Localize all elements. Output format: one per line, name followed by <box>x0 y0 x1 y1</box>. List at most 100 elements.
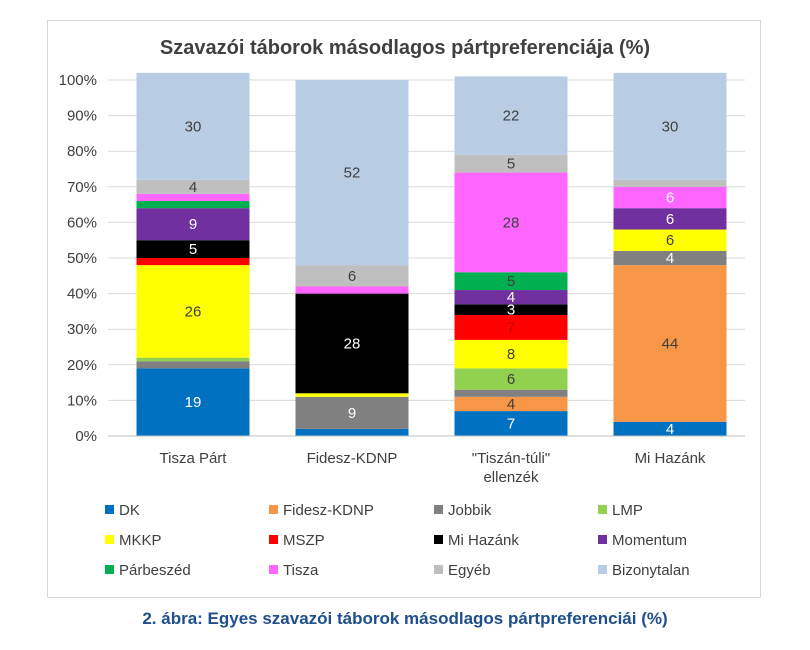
bar-segment <box>454 396 568 412</box>
data-label: 9 <box>189 216 197 233</box>
x-tick-label: Tisza Párt <box>160 450 228 467</box>
bar-segment <box>136 208 250 241</box>
bar-segment <box>136 265 250 358</box>
bar-segment <box>613 229 727 251</box>
bar-segment <box>136 258 250 266</box>
legend-swatch <box>434 565 443 574</box>
bar-segment <box>295 396 409 429</box>
bar-segment <box>454 76 568 155</box>
bar-segment <box>295 293 409 394</box>
legend-swatch <box>434 535 443 544</box>
bar-segment <box>454 411 568 436</box>
legend-swatch <box>598 535 607 544</box>
legend-item: DK <box>105 502 140 519</box>
y-tick-label: 30% <box>67 321 97 338</box>
bar-segment <box>136 357 250 362</box>
bar-segment <box>454 314 568 340</box>
x-tick-label: Fidesz-KDNP <box>307 450 398 467</box>
x-tick-label: "Tiszán-túli" ellenzék <box>472 450 550 486</box>
bar-segment <box>295 393 409 397</box>
bar-segment <box>454 272 568 291</box>
legend-label: Momentum <box>612 532 687 549</box>
legend-item: MSZP <box>269 532 325 549</box>
legend-label: Mi Hazánk <box>448 532 519 549</box>
bar-segment <box>613 72 727 180</box>
legend-label: Tisza <box>283 562 319 579</box>
data-label: 5 <box>189 241 197 258</box>
bar-segment <box>613 421 727 436</box>
bars <box>136 72 727 436</box>
legend-swatch <box>105 505 114 514</box>
legend-item: Tisza <box>269 562 319 579</box>
bar-segment <box>613 186 727 209</box>
bar-segment <box>454 339 568 369</box>
data-label: 5 <box>507 156 515 173</box>
bar-segment <box>295 428 409 436</box>
data-label: 8 <box>507 346 515 363</box>
legend-swatch <box>434 505 443 514</box>
legend-label: Egyéb <box>448 562 491 579</box>
bar-segment <box>136 368 250 436</box>
y-tick-label: 90% <box>67 108 97 125</box>
legend-swatch <box>269 505 278 514</box>
legend-swatch <box>269 565 278 574</box>
bar-segment <box>454 154 568 173</box>
data-label: 26 <box>185 303 202 320</box>
bar-segment <box>136 193 250 202</box>
legend-swatch <box>598 505 607 514</box>
legend-item: Momentum <box>598 532 687 549</box>
bar-segment <box>454 172 568 273</box>
legend-label: LMP <box>612 502 643 519</box>
data-label: 6 <box>348 268 356 285</box>
legend-item: Párbeszéd <box>105 562 191 579</box>
legend-item: LMP <box>598 502 643 519</box>
bar-segment <box>295 265 409 287</box>
data-label: 28 <box>344 335 361 352</box>
data-label: 4 <box>666 250 674 267</box>
data-label: 6 <box>666 211 674 228</box>
legend-swatch <box>269 535 278 544</box>
legend-item: Mi Hazánk <box>434 532 519 549</box>
data-label: 6 <box>666 232 674 249</box>
legend-item: MKKP <box>105 532 162 549</box>
x-tick-label: Mi Hazánk <box>635 450 706 467</box>
data-label: 52 <box>344 165 361 182</box>
legend-swatch <box>105 535 114 544</box>
legend: DK Fidesz-KDNP Jobbik LMP MKKP MSZP Mi Hazánk M… <box>105 502 690 579</box>
bar-segment <box>295 286 409 294</box>
legend-item: Fidesz-KDNP <box>269 502 374 519</box>
bar-segment <box>136 240 250 258</box>
y-tick-label: 10% <box>67 392 97 409</box>
bar-segment <box>454 389 568 397</box>
bar-segment <box>136 179 250 194</box>
legend-item: Bizonytalan <box>598 562 690 579</box>
bar-segment <box>613 250 727 266</box>
chart-title: Szavazói táborok másodlagos pártpreferen… <box>159 37 651 59</box>
data-label: 7 <box>507 319 515 336</box>
y-tick-label: 20% <box>67 357 97 374</box>
bar-segment <box>613 179 727 187</box>
data-label: 4 <box>189 179 197 196</box>
data-label: 4 <box>507 289 515 306</box>
bar-segment <box>295 80 409 266</box>
legend-label: DK <box>119 502 140 519</box>
axes: 0% 10% 20% 30% 40% 50% 60% 70% 80% 90% 100% Tisza P… <box>59 72 745 486</box>
legend-label: MKKP <box>119 532 162 549</box>
legend-label: Bizonytalan <box>612 562 690 579</box>
legend-label: MSZP <box>283 532 325 549</box>
data-label: 4 <box>507 396 515 413</box>
data-label: 30 <box>185 118 202 135</box>
data-label: 7 <box>507 416 515 433</box>
legend-item: Jobbik <box>434 502 492 519</box>
data-label: 6 <box>507 371 515 388</box>
bar-segment <box>613 208 727 230</box>
data-label: 4 <box>666 421 674 438</box>
bar-segment <box>136 361 250 369</box>
data-label: 22 <box>503 108 520 125</box>
data-label: 28 <box>503 214 520 231</box>
y-tick-label: 50% <box>67 250 97 267</box>
figure-caption: 2. ábra: Egyes szavazói táborok másodlag… <box>142 609 668 628</box>
legend-label: Párbeszéd <box>119 562 191 579</box>
data-label: 19 <box>185 394 202 411</box>
